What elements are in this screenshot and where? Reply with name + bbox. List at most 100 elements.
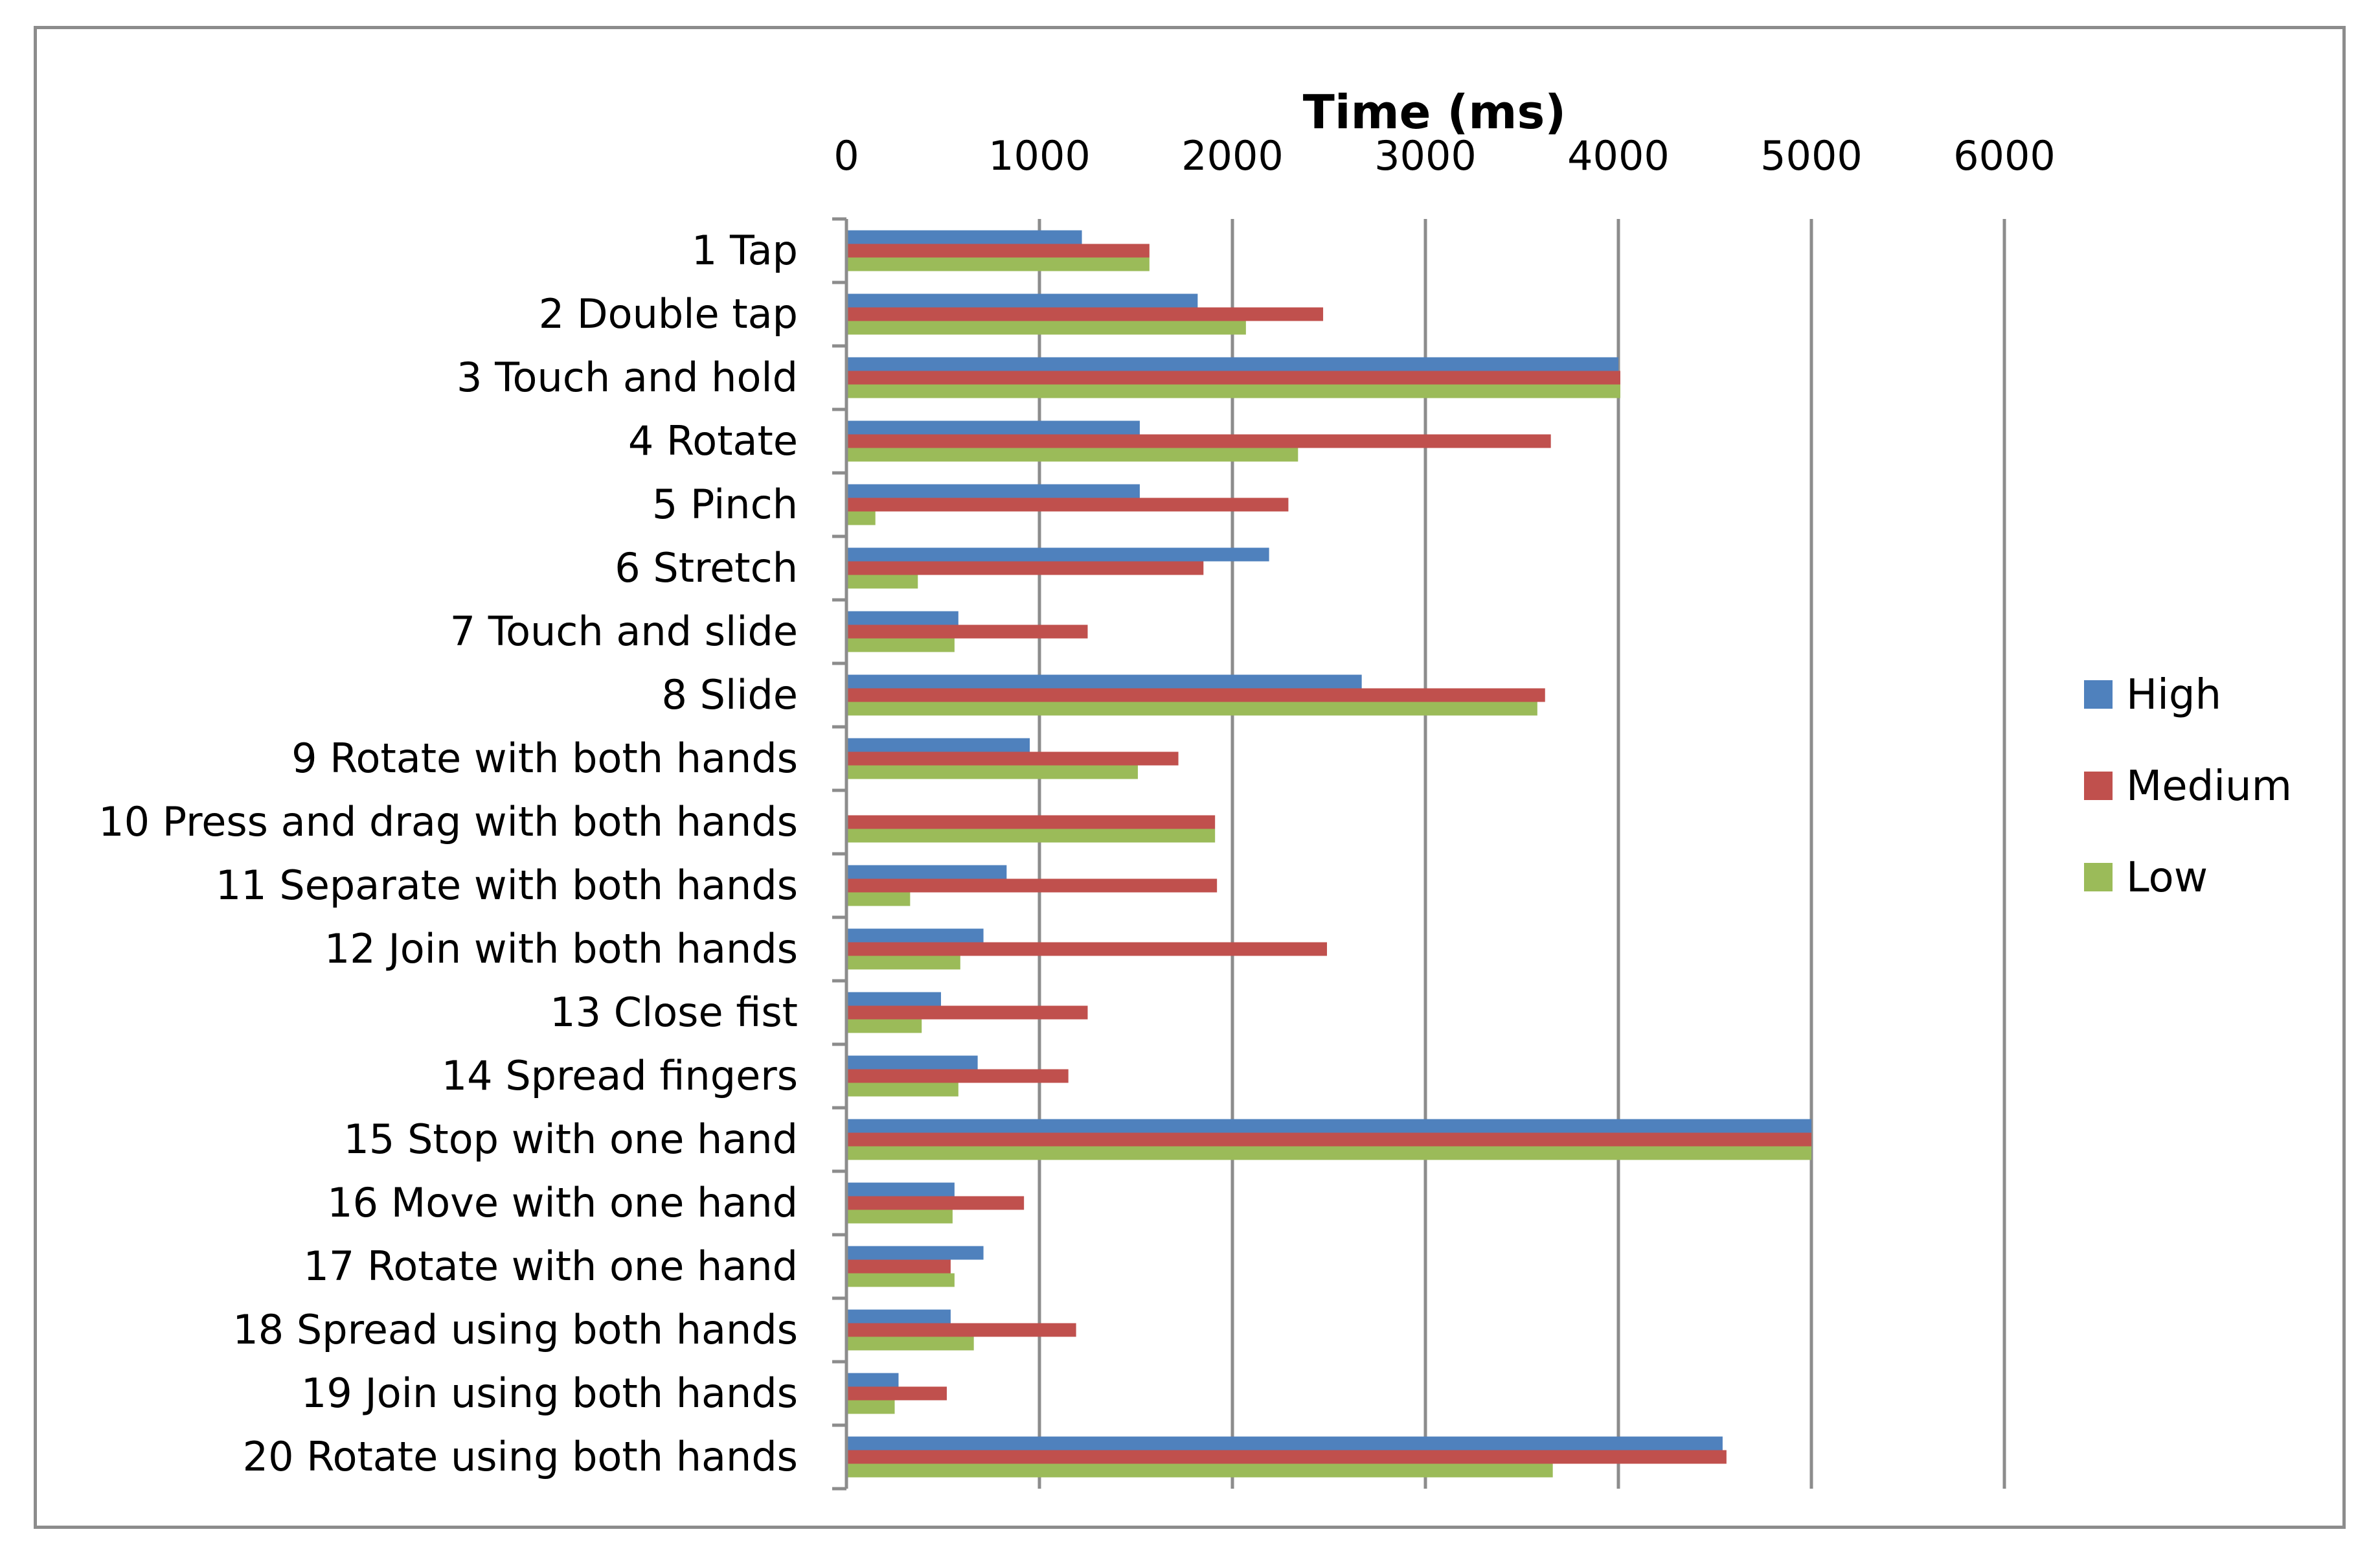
bar-low-17 <box>846 1273 955 1287</box>
y-axis <box>832 217 848 1491</box>
legend-swatch-medium <box>2084 772 2113 800</box>
category-label: 9 Rotate with both hands <box>291 735 798 782</box>
bar-high-14 <box>846 1055 978 1070</box>
bar-low-11 <box>846 892 911 906</box>
bar-medium-5 <box>846 498 1289 512</box>
bar-high-3 <box>846 357 1618 371</box>
legend-label-low: Low <box>2126 854 2208 902</box>
bar-medium-14 <box>846 1069 1069 1083</box>
bar-high-18 <box>846 1309 951 1323</box>
bar-high-4 <box>846 420 1140 435</box>
x-tick-label: 0 <box>833 132 859 179</box>
bar-low-5 <box>846 511 876 525</box>
gridlines <box>1037 219 2006 1489</box>
bar-medium-13 <box>846 1005 1088 1020</box>
bar-medium-4 <box>846 434 1551 448</box>
legend: High Medium Low <box>2084 671 2292 902</box>
bar-low-3 <box>846 384 1620 398</box>
bar-medium-15 <box>846 1132 1811 1147</box>
category-label: 18 Spread using both hands <box>232 1306 798 1353</box>
bar-low-8 <box>846 702 1537 716</box>
bar-high-1 <box>846 230 1082 244</box>
bar-low-7 <box>846 638 955 652</box>
category-label: 3 Touch and hold <box>457 354 798 401</box>
bar-medium-18 <box>846 1323 1076 1337</box>
category-label: 20 Rotate using both hands <box>243 1433 798 1480</box>
category-label: 5 Pinch <box>652 481 798 528</box>
category-label: 13 Close fist <box>550 989 798 1036</box>
bar-high-12 <box>846 928 984 943</box>
bar-low-1 <box>846 257 1150 271</box>
bar-medium-2 <box>846 307 1324 321</box>
category-label: 1 Tap <box>692 227 798 274</box>
bar-medium-16 <box>846 1196 1025 1210</box>
category-label: 10 Press and drag with both hands <box>98 798 798 845</box>
x-tick-label: 6000 <box>1953 132 2056 179</box>
bar-low-6 <box>846 575 918 589</box>
bar-low-10 <box>846 829 1216 843</box>
category-label: 17 Rotate with one hand <box>303 1243 798 1290</box>
x-tick-label: 4000 <box>1567 132 1670 179</box>
bar-medium-11 <box>846 878 1218 893</box>
bar-low-13 <box>846 1019 922 1033</box>
bar-high-17 <box>846 1246 984 1260</box>
bar-medium-9 <box>846 751 1179 766</box>
legend-label-medium: Medium <box>2126 762 2292 810</box>
x-tick-label: 3000 <box>1374 132 1477 179</box>
bar-low-4 <box>846 448 1298 462</box>
bar-high-6 <box>846 547 1269 562</box>
bar-high-7 <box>846 611 958 625</box>
bar-high-5 <box>846 484 1140 498</box>
bar-low-19 <box>846 1400 895 1414</box>
bar-low-2 <box>846 321 1246 335</box>
category-label: 7 Touch and slide <box>450 608 798 655</box>
bars <box>846 230 1811 1478</box>
category-label: 4 Rotate <box>628 417 798 464</box>
bar-low-12 <box>846 956 960 970</box>
legend-swatch-low <box>2084 863 2113 891</box>
bar-medium-10 <box>846 815 1216 829</box>
category-label: 14 Spread fingers <box>442 1052 798 1099</box>
bar-high-9 <box>846 738 1030 752</box>
bar-medium-8 <box>846 688 1545 702</box>
bar-low-15 <box>846 1146 1811 1160</box>
bar-high-13 <box>846 992 942 1006</box>
category-label: 16 Move with one hand <box>327 1179 798 1226</box>
bar-high-19 <box>846 1373 899 1387</box>
category-labels: 1 Tap 2 Double tap 3 Touch and hold 4 Rotat… <box>98 227 798 1480</box>
bar-low-16 <box>846 1209 953 1224</box>
bar-high-20 <box>846 1436 1723 1450</box>
bar-high-8 <box>846 674 1362 689</box>
bar-high-15 <box>846 1119 1811 1133</box>
category-label: 15 Stop with one hand <box>343 1116 798 1163</box>
bar-medium-6 <box>846 561 1204 575</box>
bar-low-20 <box>846 1463 1553 1478</box>
bar-medium-1 <box>846 244 1150 258</box>
bar-medium-20 <box>846 1450 1727 1464</box>
bar-high-11 <box>846 865 1007 879</box>
category-label: 2 Double tap <box>539 290 798 338</box>
bar-medium-19 <box>846 1386 947 1401</box>
x-axis-ticks: 0 1000 2000 3000 4000 5000 6000 <box>833 132 2056 179</box>
category-label: 8 Slide <box>662 671 798 718</box>
x-tick-label: 1000 <box>988 132 1091 179</box>
category-label: 12 Join with both hands <box>324 925 798 972</box>
x-tick-label: 5000 <box>1760 132 1863 179</box>
x-tick-label: 2000 <box>1181 132 1284 179</box>
bar-high-2 <box>846 293 1198 308</box>
chart-title: Time (ms) <box>1303 85 1566 139</box>
category-label: 11 Separate with both hands <box>216 862 798 909</box>
bar-low-14 <box>846 1083 958 1097</box>
bar-medium-3 <box>846 371 1620 385</box>
bar-medium-12 <box>846 942 1328 956</box>
bar-low-18 <box>846 1336 974 1351</box>
bar-medium-7 <box>846 624 1088 639</box>
legend-swatch-high <box>2084 680 2113 709</box>
legend-label-high: High <box>2126 671 2221 719</box>
category-label: 19 Join using both hands <box>301 1369 798 1417</box>
category-label: 6 Stretch <box>615 544 798 591</box>
chart-frame <box>34 26 2346 1529</box>
bar-low-9 <box>846 765 1138 779</box>
bar-high-16 <box>846 1182 955 1197</box>
